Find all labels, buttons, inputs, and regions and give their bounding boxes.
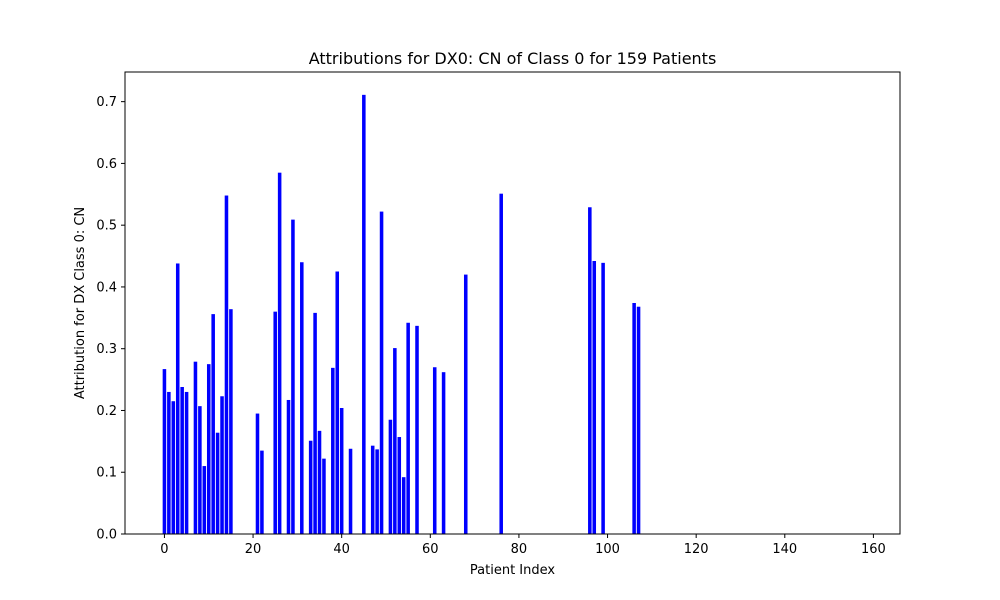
bar-patient-52 (393, 348, 397, 534)
bar-patient-22 (260, 450, 264, 534)
x-tick-label: 160 (861, 542, 886, 557)
bar-patient-54 (401, 477, 406, 534)
bar-patient-33 (308, 440, 313, 534)
bar-patient-76 (499, 193, 503, 534)
bar-patient-53 (397, 437, 402, 534)
bar-patient-38 (331, 367, 335, 534)
bar-patient-63 (441, 372, 446, 534)
bar-patient-97 (592, 261, 597, 534)
y-axis-ticks: 0.0 0.1 0.2 0.3 0.4 0.5 0.6 0.7 (96, 95, 125, 543)
x-tick-label: 0 (160, 542, 168, 557)
bar-patient-7 (193, 361, 198, 534)
plot-frame (124, 71, 901, 535)
bar-patient-9 (202, 466, 207, 534)
bar-patient-99 (601, 262, 605, 534)
y-tick-label: 0.7 (96, 95, 117, 110)
bar-patient-5 (184, 391, 189, 534)
y-tick-label: 0.4 (96, 280, 117, 295)
x-tick-label: 80 (511, 542, 528, 557)
bar-patient-42 (348, 448, 353, 534)
bar-patient-14 (224, 195, 229, 534)
bar-patient-47 (370, 445, 375, 534)
y-tick-label: 0.6 (96, 157, 117, 172)
bar-patient-35 (317, 430, 322, 534)
bar-patient-2 (171, 401, 176, 534)
bar-patient-36 (322, 458, 326, 534)
bar-patient-13 (220, 396, 224, 534)
bar-patient-11 (211, 314, 215, 534)
bar-patient-28 (286, 399, 291, 534)
bar-patient-51 (388, 419, 393, 534)
bar-patient-39 (335, 271, 340, 534)
bar-patient-57 (415, 325, 419, 534)
y-tick-label: 0.0 (96, 528, 117, 543)
bar-patient-0 (162, 369, 167, 534)
x-tick-label: 20 (245, 542, 262, 557)
bar-patient-8 (198, 406, 202, 534)
x-tick-label: 120 (684, 542, 709, 557)
bar-patient-45 (362, 94, 366, 534)
bar-patient-61 (432, 367, 437, 534)
y-tick-label: 0.5 (96, 219, 117, 234)
x-tick-label: 60 (422, 542, 439, 557)
y-tick-label: 0.3 (96, 342, 117, 357)
bar-patient-49 (379, 211, 384, 534)
bar-patient-29 (291, 219, 295, 534)
x-tick-label: 140 (772, 542, 797, 557)
bar-patient-40 (339, 408, 344, 534)
bar-patient-21 (255, 413, 260, 534)
bar-patient-10 (206, 364, 211, 534)
bar-patient-15 (229, 309, 233, 534)
bar-patient-31 (300, 262, 304, 534)
bar-patient-1 (167, 391, 171, 534)
y-axis-label: Attribution for DX Class 0: CN (73, 207, 88, 399)
bars-group (162, 94, 641, 534)
bar-patient-107 (636, 306, 641, 534)
bar-patient-55 (406, 322, 410, 534)
bar-patient-34 (313, 312, 317, 534)
x-tick-label: 40 (333, 542, 350, 557)
bar-patient-4 (180, 387, 184, 534)
x-axis-label: Patient Index (470, 563, 555, 578)
bar-patient-48 (375, 449, 379, 534)
bar-patient-12 (215, 432, 220, 534)
bar-patient-3 (175, 263, 180, 534)
y-tick-label: 0.1 (96, 466, 117, 481)
bar-patient-106 (632, 303, 636, 534)
chart-title: Attributions for DX0: CN of Class 0 for … (309, 49, 717, 68)
bar-patient-96 (588, 207, 592, 534)
x-axis-ticks: 0 20 40 60 80 100 120 140 160 (160, 534, 886, 557)
bar-patient-26 (277, 172, 282, 534)
y-tick-label: 0.2 (96, 404, 117, 419)
bar-patient-25 (273, 311, 277, 534)
bar-patient-68 (463, 274, 468, 534)
x-tick-label: 100 (595, 542, 620, 557)
